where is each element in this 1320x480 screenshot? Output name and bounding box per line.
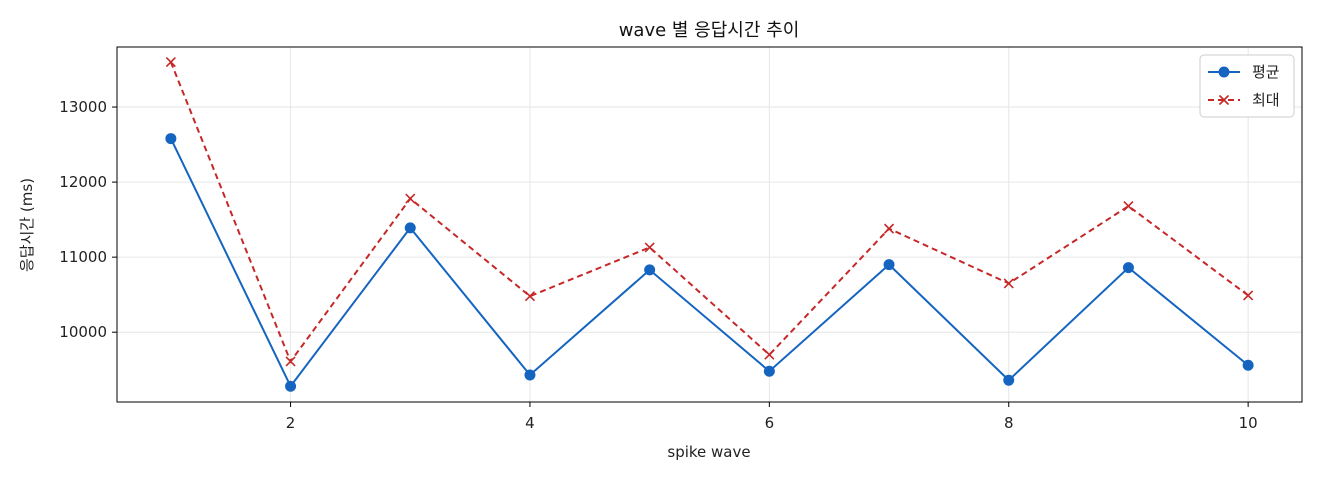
legend-marker bbox=[1218, 66, 1230, 78]
legend-label: 최대 bbox=[1252, 91, 1280, 109]
legend-box bbox=[1199, 54, 1295, 118]
data-point bbox=[285, 356, 296, 367]
data-point bbox=[883, 223, 895, 234]
y-tick-label: 10000 bbox=[59, 323, 107, 341]
x-tick-label: 4 bbox=[525, 414, 535, 432]
x-tick-label: 2 bbox=[286, 414, 296, 432]
data-point bbox=[764, 349, 775, 360]
x-tick-label: 6 bbox=[765, 414, 775, 432]
legend-entry: 최대 bbox=[1208, 91, 1280, 109]
data-point bbox=[1003, 278, 1014, 289]
grid bbox=[117, 47, 1302, 402]
data-point bbox=[405, 193, 416, 204]
series-layer bbox=[165, 56, 1254, 392]
data-point bbox=[524, 291, 536, 302]
data-point bbox=[883, 259, 895, 271]
series-max bbox=[165, 56, 1254, 367]
data-point bbox=[1003, 374, 1015, 386]
y-tick-label: 11000 bbox=[59, 248, 107, 266]
data-point bbox=[165, 133, 177, 145]
chart-title: wave 별 응답시간 추이 bbox=[619, 20, 800, 41]
data-point bbox=[404, 222, 416, 234]
series-line bbox=[169, 138, 1249, 389]
y-tick-label: 12000 bbox=[59, 173, 107, 191]
legend-label: 평균 bbox=[1252, 63, 1280, 81]
y-tick-label: 13000 bbox=[59, 98, 107, 116]
data-point bbox=[165, 56, 176, 68]
x-axis-label: spike wave bbox=[667, 443, 750, 461]
x-tick-label: 8 bbox=[1004, 414, 1014, 432]
axis-ticks: 2 4 6 8 10 10000 11000 12000 13000 bbox=[59, 98, 1257, 432]
legend-marker bbox=[1218, 94, 1230, 106]
data-point bbox=[763, 365, 775, 377]
data-point bbox=[644, 242, 655, 253]
data-point bbox=[524, 369, 536, 381]
plot-frame bbox=[116, 46, 1303, 403]
data-point bbox=[1242, 359, 1254, 371]
data-point bbox=[1243, 290, 1254, 301]
data-point bbox=[644, 264, 656, 276]
legend-entry: 평균 bbox=[1208, 63, 1280, 81]
series-average bbox=[165, 133, 1254, 392]
series-line bbox=[169, 61, 1249, 364]
y-axis-label: 응답시간 (ms) bbox=[18, 178, 36, 272]
data-point bbox=[285, 380, 297, 392]
data-point bbox=[1122, 262, 1134, 274]
data-point bbox=[1123, 201, 1134, 212]
x-tick-label: 10 bbox=[1239, 414, 1258, 432]
